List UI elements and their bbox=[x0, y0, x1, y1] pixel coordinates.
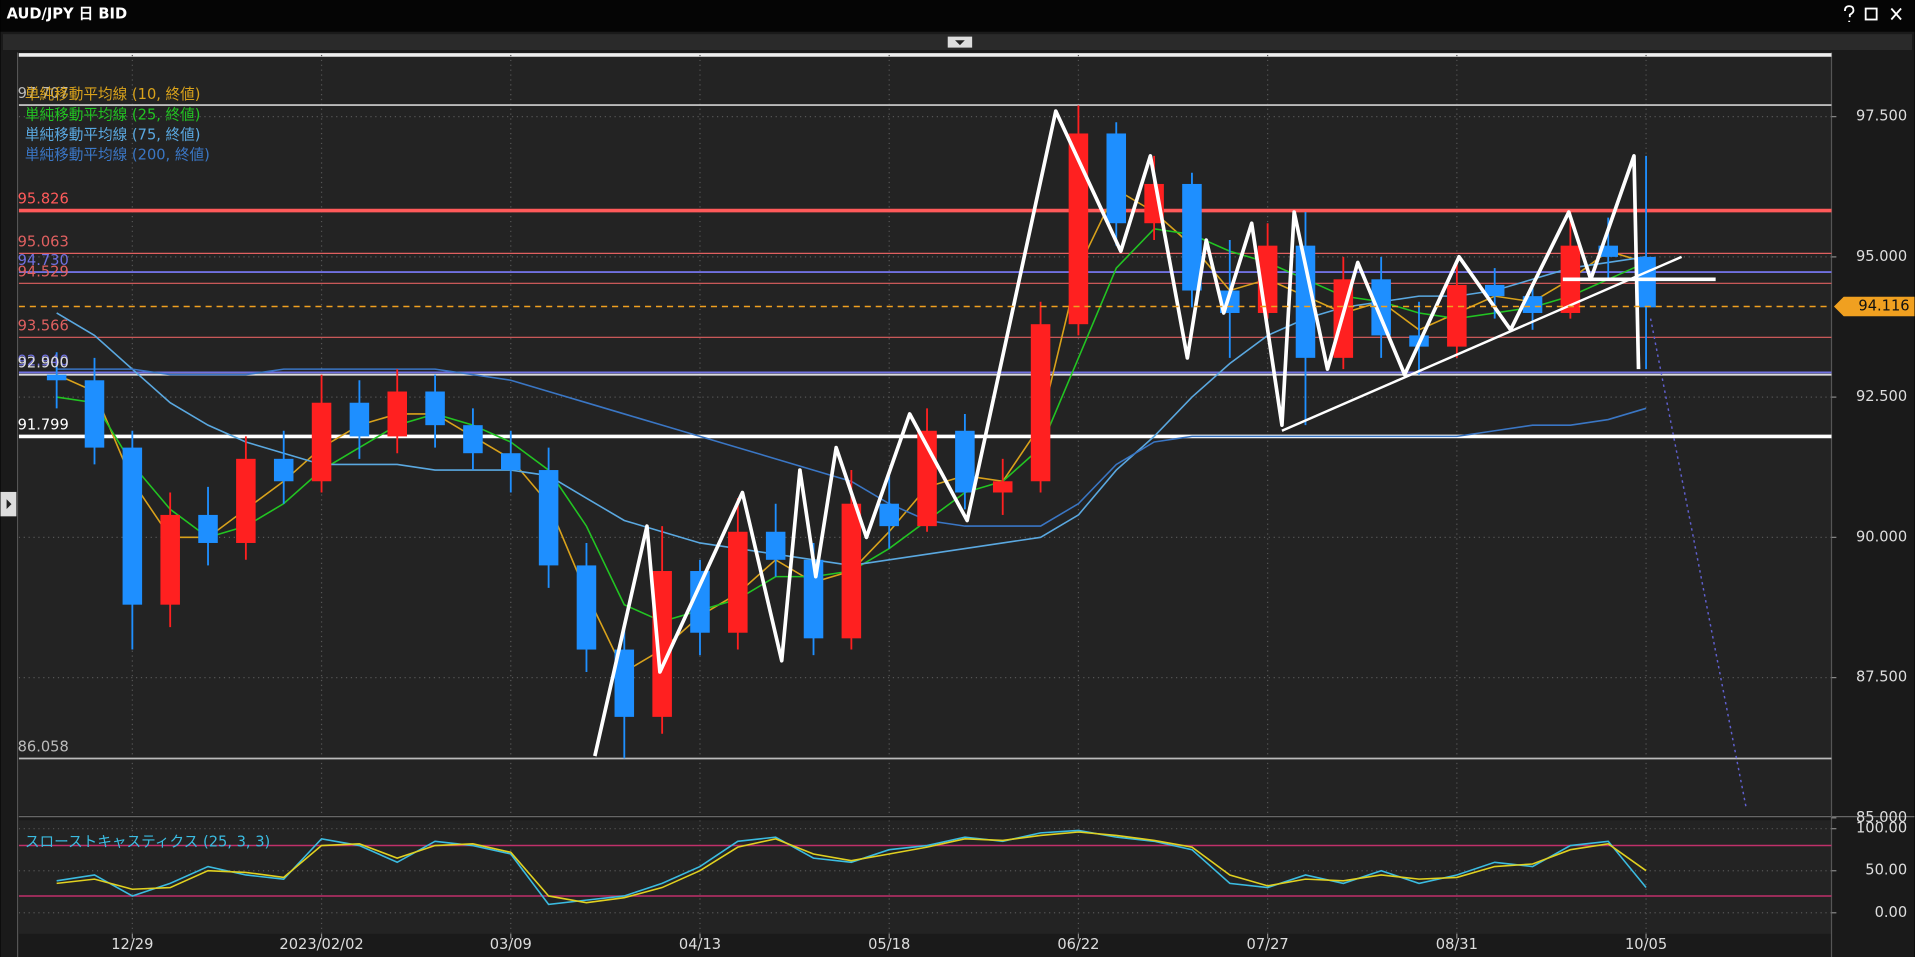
candle-body bbox=[538, 470, 559, 566]
candle-body bbox=[463, 425, 483, 454]
candle-body bbox=[46, 374, 67, 381]
candle-body bbox=[614, 649, 635, 717]
candle-body bbox=[1484, 284, 1505, 297]
candle-body bbox=[728, 531, 748, 633]
x-tick-label: 10/05 bbox=[1625, 936, 1667, 953]
price-level-label: 97.707 bbox=[18, 85, 69, 102]
side-panel-icon bbox=[6, 499, 12, 510]
price-level-label: 95.826 bbox=[18, 191, 69, 208]
legend-entry: 単純移動平均線 (25, 終値) bbox=[25, 106, 201, 123]
candle-body bbox=[1636, 256, 1656, 308]
x-tick-label: 12/29 bbox=[111, 936, 153, 953]
title-bar bbox=[0, 0, 1915, 32]
drawn-line bbox=[593, 109, 1641, 757]
legend-entry: 単純移動平均線 (200, 終値) bbox=[25, 147, 210, 164]
candle-body bbox=[955, 430, 975, 493]
candle-body bbox=[84, 380, 105, 448]
price-level-label: 92.900 bbox=[18, 355, 69, 372]
collapse-icon bbox=[955, 40, 965, 46]
candle-body bbox=[576, 565, 597, 650]
candle-body bbox=[765, 531, 786, 560]
candle-body bbox=[803, 559, 824, 639]
price-level-label: 91.799 bbox=[18, 416, 69, 433]
y-tick-label: 85.000 bbox=[1856, 809, 1907, 826]
x-tick-label: 04/13 bbox=[679, 936, 721, 953]
y-tick-label: 0.00 bbox=[1875, 904, 1908, 921]
maximize-button[interactable] bbox=[1864, 7, 1878, 21]
candle-body bbox=[122, 447, 143, 605]
y-tick-label: 90.000 bbox=[1856, 528, 1907, 545]
drawn-line bbox=[1281, 255, 1683, 432]
x-tick-label: 05/18 bbox=[868, 936, 910, 953]
oscillator-plot bbox=[18, 820, 1832, 934]
price-level-label: 93.566 bbox=[18, 317, 69, 334]
candle-body bbox=[236, 458, 256, 543]
candle-body bbox=[841, 503, 862, 639]
candle-body bbox=[311, 402, 332, 482]
oscillator-line bbox=[56, 831, 1647, 904]
overlay-layer: 97.500 95.000 92.500 90.000 87.500 85.000 12/2… bbox=[18, 85, 1915, 953]
y-tick-label: 95.000 bbox=[1856, 248, 1907, 265]
candle-body bbox=[1295, 245, 1316, 358]
x-tick-label: 08/31 bbox=[1436, 936, 1478, 953]
candle-body bbox=[1598, 245, 1618, 257]
candle-body bbox=[1106, 133, 1127, 224]
y-tick-label: 100.00 bbox=[1856, 820, 1907, 837]
y-tick-label: 50.00 bbox=[1865, 862, 1907, 879]
last-price-tag bbox=[1833, 296, 1915, 317]
candle-body bbox=[1030, 324, 1051, 482]
y-tick-label: 92.500 bbox=[1856, 388, 1907, 405]
y-tick-label: 97.500 bbox=[1856, 108, 1907, 125]
candle-body bbox=[992, 481, 1013, 493]
oscillator-line bbox=[56, 829, 1647, 906]
window-title: AUD/JPY 日 BID bbox=[7, 6, 128, 23]
price-level-label: 94.529 bbox=[18, 263, 69, 280]
close-button[interactable] bbox=[1890, 7, 1902, 21]
candle-body bbox=[879, 503, 899, 527]
candle-body bbox=[1068, 133, 1089, 325]
price-level-label: 86.058 bbox=[18, 739, 69, 756]
candle-body bbox=[387, 391, 408, 437]
x-tick-label: 2023/02/02 bbox=[279, 936, 363, 953]
legend-entry: 単純移動平均線 (75, 終値) bbox=[25, 126, 201, 143]
oscillator-layer bbox=[18, 820, 1832, 934]
help-button[interactable] bbox=[1844, 5, 1855, 22]
candle-body bbox=[501, 453, 521, 471]
x-tick-label: 07/27 bbox=[1247, 936, 1289, 953]
candle-body bbox=[1522, 296, 1543, 313]
candle-body bbox=[349, 402, 370, 437]
price-level-label: 95.063 bbox=[18, 233, 69, 250]
candle-body bbox=[690, 571, 710, 633]
oscillator-title: スローストキャスティクス (25, 3, 3) bbox=[25, 833, 270, 850]
candle-body bbox=[425, 391, 445, 426]
legend-entry: 単純移動平均線 (10, 終値) bbox=[25, 86, 201, 103]
candle-body bbox=[1447, 284, 1467, 347]
candle-body bbox=[273, 458, 294, 482]
x-tick-label: 06/22 bbox=[1057, 936, 1099, 953]
window-controls[interactable] bbox=[1844, 5, 1902, 22]
main-layer bbox=[18, 54, 1832, 816]
last-price-label: 94.116 bbox=[1858, 297, 1909, 314]
candle-body bbox=[1371, 279, 1391, 336]
price-level-label: 92.940 bbox=[18, 352, 69, 369]
candle-body bbox=[160, 514, 180, 605]
candle-body bbox=[1182, 183, 1202, 291]
x-tick-label: 03/09 bbox=[490, 936, 532, 953]
candle-body bbox=[198, 514, 218, 543]
candle-body bbox=[652, 571, 672, 717]
y-tick-label: 87.500 bbox=[1856, 669, 1907, 686]
price-level-label: 94.730 bbox=[18, 252, 69, 269]
